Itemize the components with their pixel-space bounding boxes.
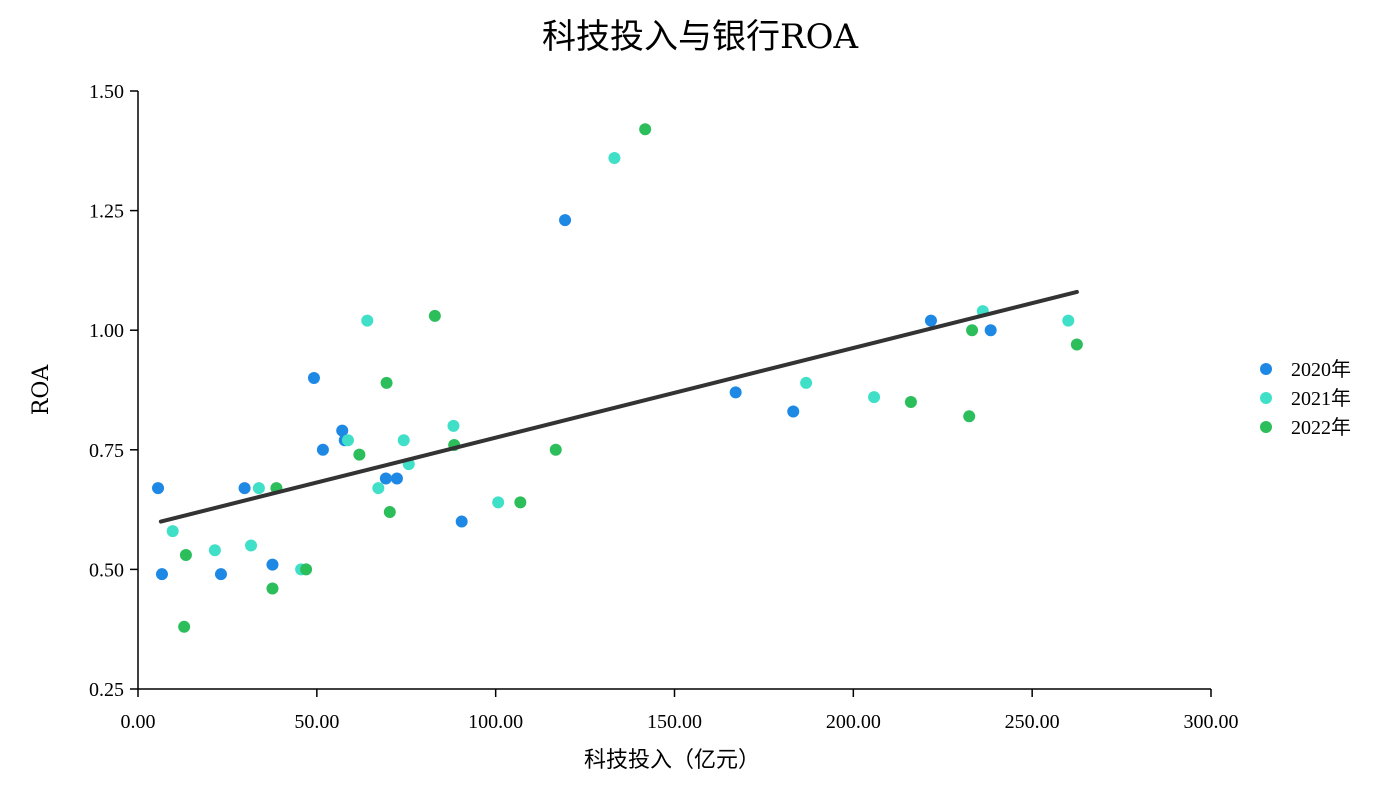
data-point bbox=[300, 563, 313, 576]
data-point bbox=[341, 434, 354, 447]
data-point bbox=[1062, 314, 1075, 327]
x-axis-ticks: 0.00 50.00 100.00 150.00 200.00 250.00 300.00 bbox=[121, 689, 1239, 733]
legend-label: 2021年 bbox=[1291, 387, 1351, 410]
data-point bbox=[924, 314, 937, 327]
x-tick-label: 250.00 bbox=[1005, 711, 1060, 733]
legend-marker bbox=[1260, 421, 1272, 433]
data-point bbox=[383, 505, 396, 518]
y-tick-label: 1.25 bbox=[89, 201, 124, 223]
data-point bbox=[266, 558, 279, 571]
data-point bbox=[514, 496, 527, 509]
data-point bbox=[214, 568, 227, 581]
chart-title: 科技投入与银行ROA bbox=[542, 17, 858, 57]
data-point bbox=[379, 472, 392, 485]
data-point bbox=[428, 309, 441, 322]
data-point bbox=[316, 443, 329, 456]
y-tick-label: 0.50 bbox=[89, 559, 124, 581]
data-point bbox=[455, 515, 468, 528]
data-point bbox=[492, 496, 505, 509]
data-point bbox=[307, 372, 320, 385]
x-axis-label: 科技投入（亿元） bbox=[584, 748, 760, 773]
data-point bbox=[397, 434, 410, 447]
data-point bbox=[904, 395, 917, 408]
data-point bbox=[252, 482, 265, 495]
y-tick-label: 1.50 bbox=[89, 81, 124, 103]
x-tick-label: 50.00 bbox=[294, 711, 339, 733]
x-tick-label: 0.00 bbox=[121, 711, 156, 733]
y-axis-label: ROA bbox=[29, 364, 54, 416]
legend-label: 2022年 bbox=[1291, 416, 1351, 439]
data-points bbox=[152, 123, 1083, 633]
x-tick-label: 150.00 bbox=[647, 711, 702, 733]
data-point bbox=[266, 582, 279, 595]
data-point bbox=[963, 410, 976, 423]
y-tick-label: 0.75 bbox=[89, 440, 124, 462]
data-point bbox=[178, 620, 191, 633]
data-point bbox=[559, 214, 572, 227]
data-point bbox=[390, 472, 403, 485]
x-tick-label: 100.00 bbox=[468, 711, 523, 733]
data-point bbox=[179, 549, 192, 562]
data-point bbox=[155, 568, 168, 581]
y-axis-ticks: 0.25 0.50 0.75 1.00 1.25 1.50 bbox=[89, 81, 138, 701]
legend: 2020年 2021年 2022年 bbox=[1260, 358, 1351, 439]
x-tick-label: 300.00 bbox=[1184, 711, 1239, 733]
data-point bbox=[639, 123, 652, 136]
trend-line bbox=[158, 289, 1079, 524]
data-point bbox=[353, 448, 366, 461]
data-point bbox=[336, 424, 349, 437]
data-point bbox=[166, 525, 179, 538]
data-point bbox=[800, 376, 813, 389]
data-point bbox=[1070, 338, 1083, 351]
data-point bbox=[245, 539, 258, 552]
data-point bbox=[208, 544, 221, 557]
data-point bbox=[372, 482, 385, 495]
data-point bbox=[729, 386, 742, 399]
data-point bbox=[868, 391, 881, 404]
y-tick-label: 0.25 bbox=[89, 679, 124, 701]
legend-marker bbox=[1260, 363, 1272, 375]
data-point bbox=[549, 443, 562, 456]
legend-marker bbox=[1260, 392, 1272, 404]
data-point bbox=[361, 314, 374, 327]
data-point bbox=[447, 419, 460, 432]
data-point bbox=[238, 482, 251, 495]
data-point bbox=[966, 324, 979, 337]
data-point bbox=[608, 151, 621, 164]
data-point bbox=[380, 376, 393, 389]
plot-area: 0.25 0.50 0.75 1.00 1.25 1.50 0.00 50.00 100.00… bbox=[89, 81, 1239, 733]
y-tick-label: 1.00 bbox=[89, 320, 124, 342]
data-point bbox=[152, 482, 165, 495]
x-tick-label: 200.00 bbox=[826, 711, 881, 733]
data-point bbox=[984, 324, 997, 337]
legend-label: 2020年 bbox=[1291, 358, 1351, 381]
data-point bbox=[787, 405, 800, 418]
